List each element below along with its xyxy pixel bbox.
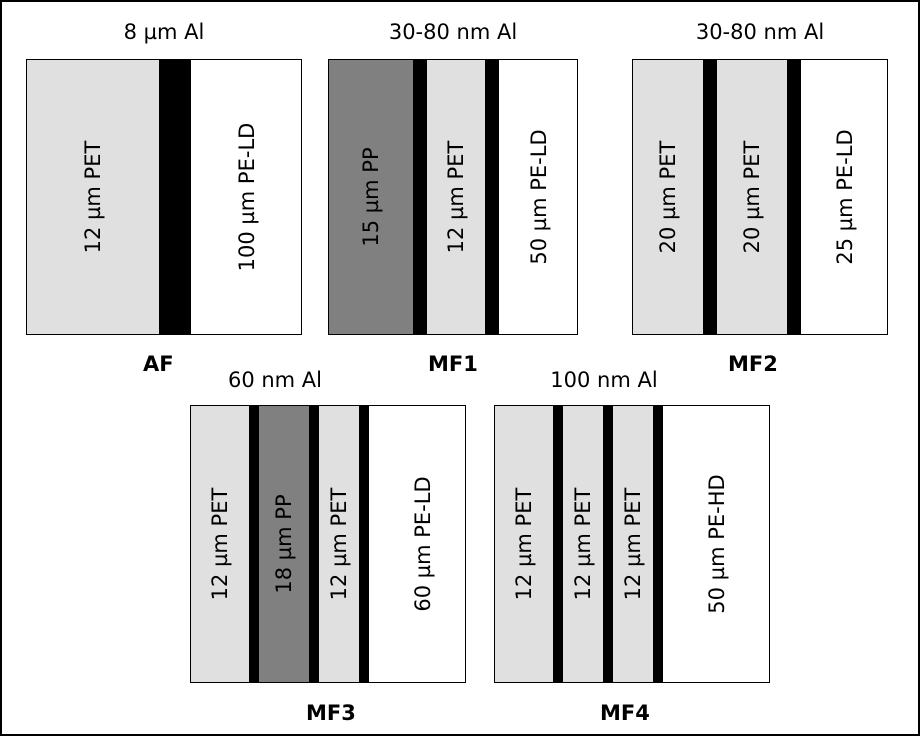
mf4-layer-pe-6: 50 µm PE-HD bbox=[663, 406, 769, 682]
mf4-name: MF4 bbox=[600, 701, 650, 725]
af-name: AF bbox=[143, 352, 174, 376]
mf2-film-cross-section: 20 µm PET 20 µm PET 25 µm PE-LD bbox=[632, 59, 888, 335]
mf1-layer-al-3 bbox=[485, 60, 499, 334]
mf1-layer-pp-0: 15 µm PP bbox=[329, 60, 413, 334]
mf3-layer-al-3 bbox=[309, 406, 319, 682]
mf4-layer-label-4: 12 µm PET bbox=[621, 487, 645, 601]
mf1-layer-label-2: 12 µm PET bbox=[444, 140, 468, 254]
mf4-layer-al-1 bbox=[553, 406, 563, 682]
af-film-cross-section: 12 µm PET 100 µm PE-LD bbox=[26, 59, 302, 335]
mf2-layer-pe-4: 25 µm PE-LD bbox=[801, 60, 887, 334]
mf1-name: MF1 bbox=[428, 352, 478, 376]
mf4-layer-label-0: 12 µm PET bbox=[512, 487, 536, 601]
mf4-film-cross-section: 12 µm PET 12 µm PET 12 µm PET 50 µm PE-HD bbox=[494, 405, 770, 683]
mf2-layer-pet-0: 20 µm PET bbox=[633, 60, 703, 334]
mf3-layer-label-2: 18 µm PP bbox=[272, 494, 296, 594]
mf1-film-cross-section: 15 µm PP 12 µm PET 50 µm PE-LD bbox=[328, 59, 578, 335]
af-layer-pet-0: 12 µm PET bbox=[27, 60, 159, 334]
mf1-layer-pe-4: 50 µm PE-LD bbox=[499, 60, 577, 334]
mf1-layer-label-4: 50 µm PE-LD bbox=[527, 129, 551, 265]
mf3-layer-al-1 bbox=[249, 406, 259, 682]
mf3-layer-label-4: 12 µm PET bbox=[327, 487, 351, 601]
mf1-layer-al-1 bbox=[413, 60, 427, 334]
mf3-layer-pe-6: 60 µm PE-LD bbox=[369, 406, 465, 682]
mf3-layer-label-6: 60 µm PE-LD bbox=[411, 476, 435, 612]
mf4-layer-al-3 bbox=[603, 406, 613, 682]
mf3-layer-pet-4: 12 µm PET bbox=[319, 406, 359, 682]
mf2-layer-label-0: 20 µm PET bbox=[656, 140, 680, 254]
mf2-al-label: 30-80 nm Al bbox=[695, 20, 825, 44]
mf2-layer-label-2: 20 µm PET bbox=[740, 140, 764, 254]
mf1-layer-pet-2: 12 µm PET bbox=[427, 60, 485, 334]
mf3-film-cross-section: 12 µm PET 18 µm PP 12 µm PET 60 µm PE-LD bbox=[190, 405, 466, 683]
mf2-name: MF2 bbox=[728, 352, 778, 376]
af-layer-label-0: 12 µm PET bbox=[81, 140, 105, 254]
af-layer-label-2: 100 µm PE-LD bbox=[235, 122, 259, 272]
mf4-layer-label-6: 50 µm PE-HD bbox=[705, 474, 729, 614]
mf1-layer-label-0: 15 µm PP bbox=[359, 147, 383, 247]
mf2-layer-label-4: 25 µm PE-LD bbox=[833, 129, 857, 265]
mf2-layer-al-1 bbox=[703, 60, 717, 334]
mf4-layer-pet-2: 12 µm PET bbox=[563, 406, 603, 682]
mf4-layer-label-2: 12 µm PET bbox=[571, 487, 595, 601]
mf4-al-label: 100 nm Al bbox=[550, 368, 658, 392]
mf4-layer-pet-4: 12 µm PET bbox=[613, 406, 653, 682]
mf2-layer-al-3 bbox=[787, 60, 801, 334]
mf3-layer-pp-2: 18 µm PP bbox=[259, 406, 309, 682]
af-layer-pe-2: 100 µm PE-LD bbox=[191, 60, 301, 334]
mf3-layer-label-0: 12 µm PET bbox=[208, 487, 232, 601]
mf4-layer-al-5 bbox=[653, 406, 663, 682]
mf1-al-label: 30-80 nm Al bbox=[388, 20, 518, 44]
mf3-layer-pet-0: 12 µm PET bbox=[191, 406, 249, 682]
mf4-layer-pet-0: 12 µm PET bbox=[495, 406, 553, 682]
mf3-layer-al-5 bbox=[359, 406, 369, 682]
mf2-layer-pet-2: 20 µm PET bbox=[717, 60, 787, 334]
af-al-label: 8 µm Al bbox=[123, 20, 205, 44]
mf3-name: MF3 bbox=[306, 701, 356, 725]
mf3-al-label: 60 nm Al bbox=[227, 368, 323, 392]
af-layer-al-1 bbox=[159, 60, 191, 334]
